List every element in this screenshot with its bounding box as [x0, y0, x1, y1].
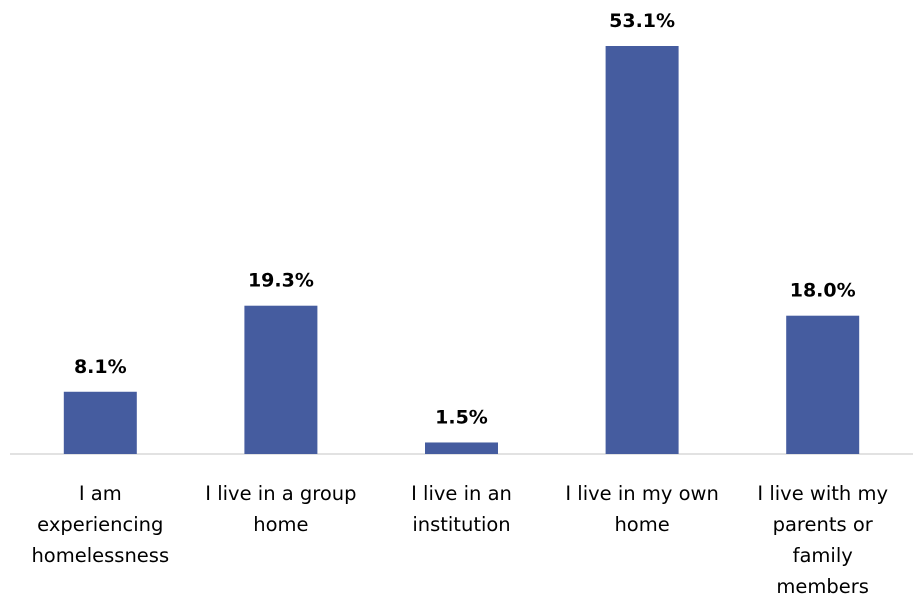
category-label-line: I live in an — [411, 482, 512, 505]
category-label-1: I live in a group home — [205, 482, 356, 536]
bar-2 — [425, 442, 498, 454]
category-label-line: I live in my own — [565, 482, 718, 505]
category-label-line: homelessness — [31, 544, 169, 567]
category-label-line: I am — [79, 482, 122, 505]
category-label-2: I live in an institution — [411, 482, 512, 536]
category-label-0: I am experiencing homelessness — [31, 482, 169, 567]
category-label-line: home — [253, 513, 308, 536]
category-label-line: family — [793, 544, 853, 567]
category-label-4: I live with my parents or family members — [757, 482, 888, 598]
category-label-line: home — [614, 513, 669, 536]
category-label-3: I live in my own home — [565, 482, 718, 536]
category-label-line: I live with my — [757, 482, 888, 505]
data-label-4: 18.0% — [790, 280, 856, 302]
bar-0 — [63, 391, 137, 454]
bars-group — [63, 46, 860, 454]
category-labels-group: I am experiencing homelessness I live in a … — [31, 482, 888, 598]
data-label-0: 8.1% — [74, 356, 127, 378]
data-label-1: 19.3% — [248, 270, 314, 292]
category-label-line: parents or — [773, 513, 874, 536]
bar-4 — [786, 315, 860, 454]
category-label-line: experiencing — [37, 513, 163, 536]
bar-1 — [244, 305, 318, 454]
category-label-line: institution — [412, 513, 510, 536]
category-label-line: I live in a group — [205, 482, 356, 505]
bar-3 — [605, 46, 679, 454]
category-label-line: members — [776, 575, 869, 598]
data-labels-group: 8.1% 19.3% 1.5% 53.1% 18.0% — [74, 10, 856, 428]
data-label-2: 1.5% — [435, 406, 488, 428]
data-label-3: 53.1% — [609, 10, 675, 32]
